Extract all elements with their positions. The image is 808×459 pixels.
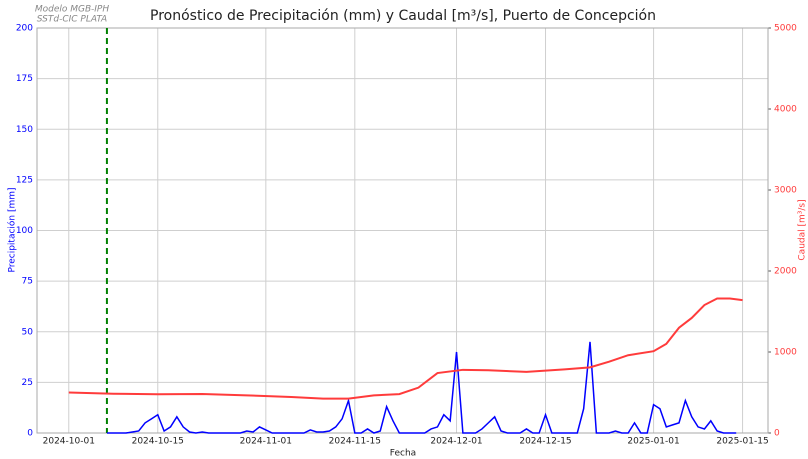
- x-tick-label: 2025-01-01: [627, 437, 679, 447]
- y-tick-label: 75: [22, 277, 33, 287]
- x-tick-label: 2024-11-01: [240, 437, 292, 447]
- x-axis-label: Fecha: [390, 449, 416, 459]
- series-line: [106, 341, 737, 434]
- y-tick-label: 125: [16, 175, 33, 185]
- y2-tick-label: 4000: [774, 105, 797, 115]
- y2-axis-label: Caudal [m³/s]: [798, 199, 808, 260]
- annotation: Modelo MGB-IPH: [35, 5, 109, 15]
- y2-tick-label: 2000: [774, 267, 797, 277]
- x-tick-label: 2024-10-15: [132, 437, 184, 447]
- series-line: [68, 297, 743, 400]
- y-tick-label: 50: [22, 327, 34, 337]
- y-tick-label: 25: [22, 378, 33, 388]
- y2-tick-label: 3000: [774, 186, 797, 196]
- x-tick-label: 2024-11-15: [329, 437, 381, 447]
- y-tick-label: 150: [16, 125, 33, 135]
- y2-tick-label: 5000: [774, 24, 797, 34]
- chart-title: Pronóstico de Precipitación (mm) y Cauda…: [150, 8, 656, 24]
- y-tick-label: 175: [16, 74, 33, 84]
- x-tick-label: 2024-12-15: [519, 437, 571, 447]
- y-tick-label: 200: [16, 24, 33, 34]
- x-tick-label: 2024-10-01: [43, 437, 95, 447]
- x-tick-label: 2025-01-15: [716, 437, 768, 447]
- y2-tick-label: 1000: [774, 348, 797, 358]
- annotation: SSTd-CIC PLATA: [37, 15, 107, 25]
- y-tick-label: 100: [16, 226, 33, 236]
- y-axis-label: Precipitación [mm]: [7, 187, 18, 272]
- y2-tick-label: 0: [774, 429, 780, 439]
- x-tick-label: 2024-12-01: [430, 437, 482, 447]
- y-tick-label: 0: [27, 429, 33, 439]
